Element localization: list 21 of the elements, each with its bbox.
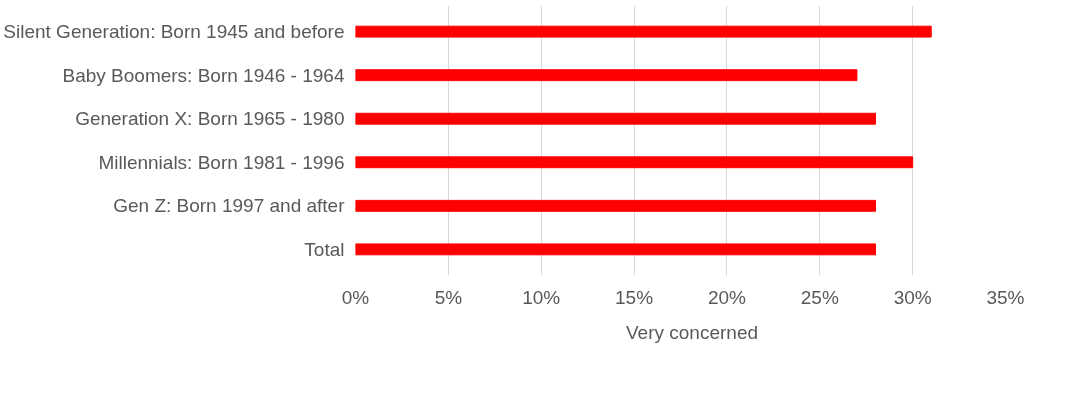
- x-tick-label: 25%: [800, 286, 839, 308]
- y-tick-label: Generation X: Born 1965 - 1980: [75, 108, 345, 130]
- bar: [355, 156, 914, 169]
- y-tick-label: Gen Z: Born 1997 and after: [113, 195, 346, 217]
- bar: [355, 243, 876, 256]
- x-tick-label: 15%: [615, 286, 654, 308]
- y-tick-label: Total: [304, 238, 345, 260]
- bar: [355, 199, 876, 212]
- bar: [355, 25, 932, 38]
- x-tick-label: 10%: [522, 286, 561, 308]
- x-tick-label: 5%: [434, 286, 463, 308]
- y-tick-label: Millennials: Born 1981 - 1996: [98, 151, 345, 173]
- bar: [355, 69, 858, 82]
- text: Very concerned: [625, 321, 759, 344]
- x-tick-label: 35%: [986, 286, 1025, 308]
- bar: [355, 112, 876, 125]
- x-tick-label: 0%: [341, 286, 370, 308]
- x-tick-label: 30%: [893, 286, 932, 308]
- y-tick-label: Silent Generation: Born 1945 and before: [3, 21, 345, 43]
- y-tick-label: Baby Boomers: Born 1946 - 1964: [62, 64, 345, 86]
- x-tick-label: 20%: [707, 286, 747, 308]
